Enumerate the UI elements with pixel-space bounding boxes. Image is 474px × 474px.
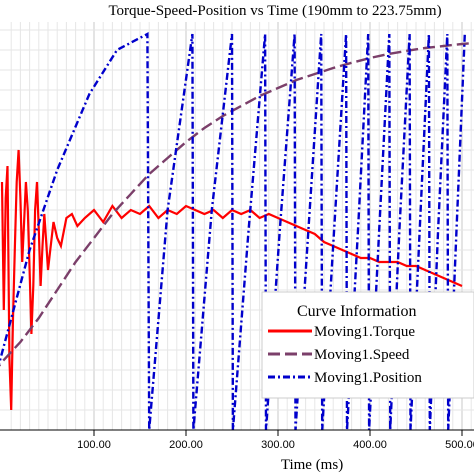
legend-box <box>261 291 474 399</box>
series-lines <box>0 32 472 431</box>
chart-title: Torque-Speed-Position vs Time (190mm to … <box>108 3 441 19</box>
x-tick-label: 200.00 <box>169 439 203 451</box>
x-axis-ticks: 100.00 200.00 300.00 400.00 500.00 <box>77 430 474 451</box>
legend-label: Moving1.Position <box>314 370 422 386</box>
x-tick-label: 100.00 <box>77 439 111 451</box>
legend-items: Moving1.Torque Moving1.Speed Moving1.Posit… <box>268 324 422 386</box>
legend-label: Moving1.Speed <box>314 347 410 363</box>
x-tick-label: 500.00 <box>445 439 474 451</box>
series-line-moving1-torque <box>0 149 463 411</box>
x-tick-label: 300.00 <box>261 439 295 451</box>
legend-title: Curve Information <box>297 303 417 320</box>
legend-label: Moving1.Torque <box>314 324 415 340</box>
x-axis-title: Time (ms) <box>281 457 343 473</box>
x-tick-label: 400.00 <box>353 439 387 451</box>
legend: Curve Information Moving1.TorqueMoving1.… <box>261 291 474 399</box>
